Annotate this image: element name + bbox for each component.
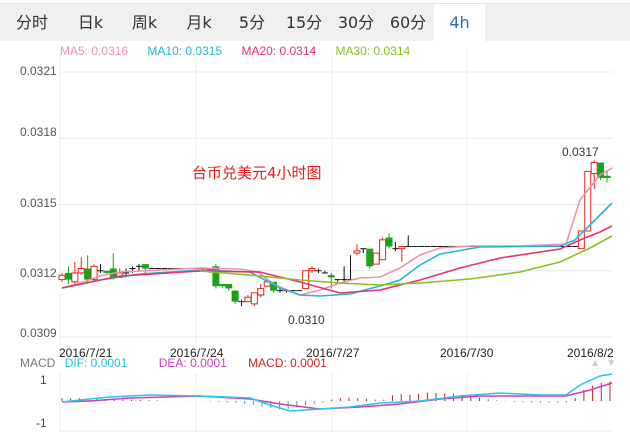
y-tick-label: 0.0318: [20, 125, 57, 139]
timeframe-tabs: 分时 日k 周k 月k 5分 15分 30分 60分 4h: [0, 3, 630, 41]
x-tick-label: 2016/7/21: [59, 346, 113, 360]
macd-value-label: MACD: 0.0001: [248, 356, 327, 370]
tab-monthly-k[interactable]: 月k: [186, 13, 212, 32]
x-tick-label: 2016/7/27: [306, 346, 360, 360]
y-tick-label: 0.0312: [20, 266, 57, 280]
x-tick-label: 2016/7/30: [440, 346, 494, 360]
scroll-arrows[interactable]: ▲▼: [590, 358, 622, 369]
macd-y-top: 1: [40, 373, 47, 387]
y-tick-label: 0.0321: [20, 64, 57, 78]
x-tick-label: 2016/7/24: [170, 346, 224, 360]
arrow-down-icon[interactable]: ▼: [606, 358, 622, 369]
tab-60min[interactable]: 60分: [389, 13, 427, 32]
tab-15min[interactable]: 15分: [285, 13, 323, 32]
dif-label: DIF: 0.0001: [64, 356, 128, 370]
arrow-up-icon[interactable]: ▲: [590, 358, 607, 369]
tab-intraday[interactable]: 分时: [15, 13, 48, 32]
ma10-label: MA10: 0.0315: [147, 44, 223, 58]
macd-y-bottom: -1: [36, 416, 47, 430]
y-tick-label: 0.0315: [20, 196, 57, 210]
low-annotation: 0.0310: [288, 313, 325, 327]
tab-4h[interactable]: 4h: [434, 4, 485, 41]
tab-30min[interactable]: 30分: [337, 13, 375, 32]
dea-label: DEA: 0.0001: [158, 356, 227, 370]
x-tick-label: 2016/8/2: [567, 346, 614, 360]
high-annotation: 0.0317: [562, 145, 599, 159]
tab-weekly-k[interactable]: 周k: [131, 13, 158, 32]
y-tick-label: 0.0309: [20, 326, 57, 340]
ma5-label: MA5: 0.0316: [60, 44, 129, 58]
tab-daily-k[interactable]: 日k: [77, 13, 104, 32]
chart-title: 台币兑美元4小时图: [192, 164, 322, 182]
ma30-label: MA30: 0.0314: [335, 44, 411, 58]
tab-5min[interactable]: 5分: [238, 13, 266, 32]
ma20-label: MA20: 0.0314: [241, 44, 317, 58]
macd-legend: MACD DIF: 0.0001 DEA: 0.0001 MACD: 0.000…: [20, 356, 341, 370]
ma-legend: MA5: 0.0316 MA10: 0.0315 MA20: 0.0314 MA…: [60, 44, 426, 58]
macd-name: MACD: [20, 356, 56, 370]
